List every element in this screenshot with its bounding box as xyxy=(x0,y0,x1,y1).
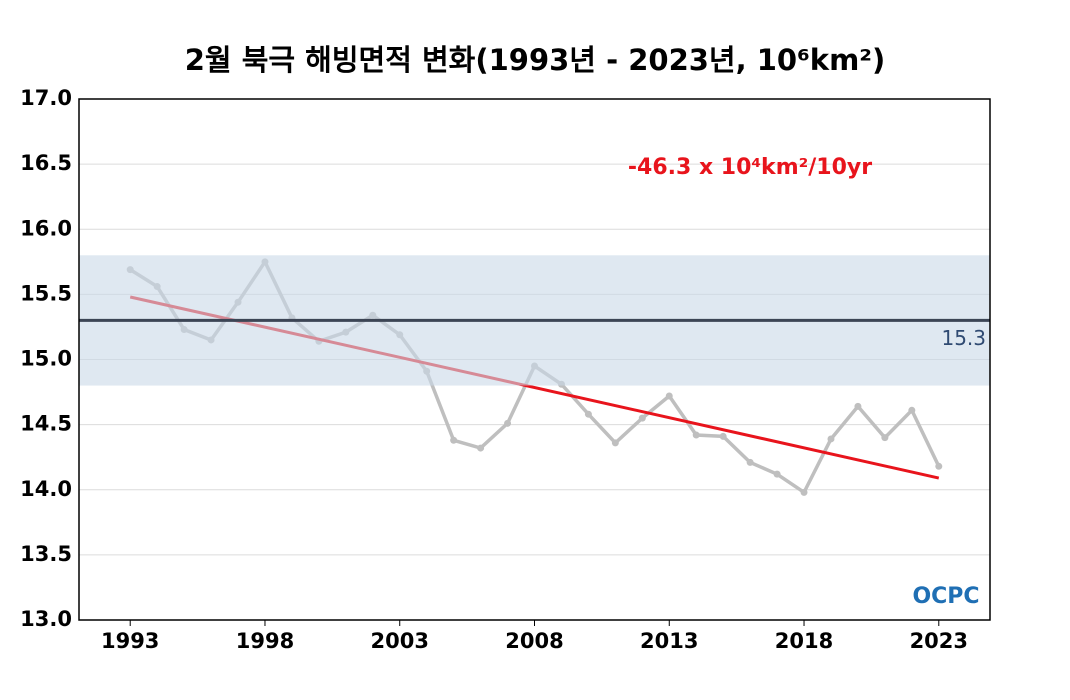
mean-label: 15.3 xyxy=(941,326,986,350)
data-point xyxy=(584,410,592,418)
data-point xyxy=(854,402,862,410)
data-point xyxy=(719,432,727,440)
y-tick-label: 13.5 xyxy=(20,542,72,566)
data-point xyxy=(881,434,889,442)
x-tick-label: 2008 xyxy=(505,629,563,653)
y-tick-label: 17.0 xyxy=(20,86,72,110)
y-tick-label: 14.5 xyxy=(20,412,72,436)
data-point xyxy=(692,431,700,439)
x-tick-label: 2023 xyxy=(910,629,968,653)
x-tick-label: 1998 xyxy=(236,629,294,653)
y-tick-label: 13.0 xyxy=(20,607,72,631)
y-tick-label: 15.0 xyxy=(20,347,72,371)
data-point xyxy=(908,406,916,414)
data-point xyxy=(935,462,943,470)
y-tick-label: 15.5 xyxy=(20,281,72,305)
logo: OCPC xyxy=(912,584,979,609)
data-point xyxy=(746,458,754,466)
data-point xyxy=(665,392,673,400)
x-tick-label: 2003 xyxy=(371,629,429,653)
data-point xyxy=(800,488,808,496)
x-tick-label: 2018 xyxy=(775,629,833,653)
data-point xyxy=(611,439,619,447)
data-point xyxy=(477,444,485,452)
plot-frame xyxy=(78,98,991,621)
data-point xyxy=(773,470,781,478)
data-point xyxy=(638,414,646,422)
y-tick-label: 16.0 xyxy=(20,216,72,240)
x-tick-label: 1993 xyxy=(101,629,159,653)
data-point xyxy=(827,435,835,443)
data-point xyxy=(504,419,512,427)
y-tick-label: 14.0 xyxy=(20,477,72,501)
y-tick-label: 16.5 xyxy=(20,151,72,175)
data-point xyxy=(450,436,458,444)
chart-title: 2월 북극 해빙면적 변화(1993년 - 2023년, 10⁶km²) xyxy=(185,43,886,77)
x-tick-label: 2013 xyxy=(640,629,698,653)
annotation: -46.3 x 10⁴km²/10yr xyxy=(628,155,872,180)
